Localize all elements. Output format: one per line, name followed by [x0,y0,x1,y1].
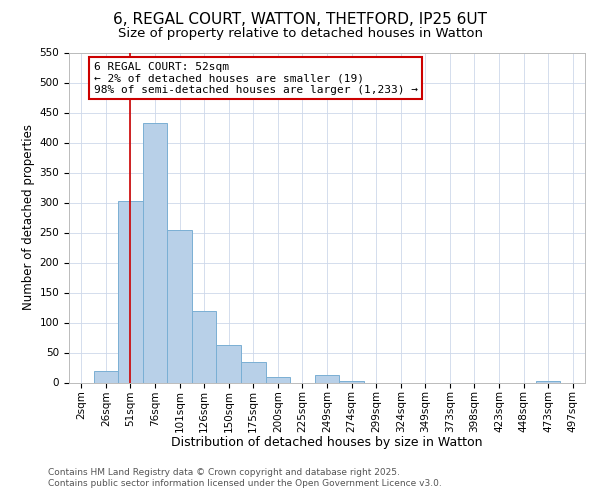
Bar [241,362,266,382]
Text: 6 REGAL COURT: 52sqm
← 2% of detached houses are smaller (19)
98% of semi-detach: 6 REGAL COURT: 52sqm ← 2% of detached ho… [94,62,418,94]
Bar [217,344,241,383]
Bar [266,376,290,382]
Bar [192,310,217,382]
Bar [94,371,118,382]
Bar [118,202,143,382]
Bar [536,380,560,382]
Bar [315,376,339,382]
X-axis label: Distribution of detached houses by size in Watton: Distribution of detached houses by size … [171,436,483,450]
Text: Contains HM Land Registry data © Crown copyright and database right 2025.
Contai: Contains HM Land Registry data © Crown c… [48,468,442,487]
Bar [143,124,167,382]
Bar [167,230,192,382]
Y-axis label: Number of detached properties: Number of detached properties [22,124,35,310]
Text: 6, REGAL COURT, WATTON, THETFORD, IP25 6UT: 6, REGAL COURT, WATTON, THETFORD, IP25 6… [113,12,487,28]
Bar [339,380,364,382]
Text: Size of property relative to detached houses in Watton: Size of property relative to detached ho… [118,28,482,40]
